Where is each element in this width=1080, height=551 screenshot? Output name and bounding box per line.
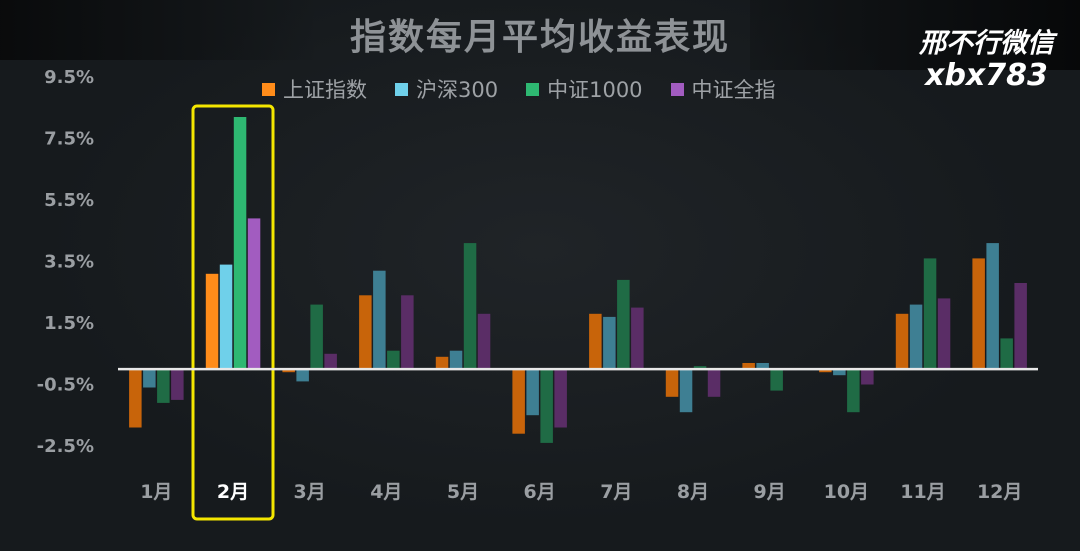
bar: [512, 369, 525, 434]
legend-item-hs300: 沪深300: [395, 74, 498, 104]
legend-item-shangzheng: 上证指数: [262, 74, 367, 104]
y-tick-label: 7.5%: [44, 129, 94, 150]
background-smudge-right: [750, 0, 1080, 70]
bar: [435, 356, 449, 370]
bar: [707, 369, 721, 397]
bar: [589, 313, 602, 370]
legend-swatch: [526, 82, 540, 96]
x-tick-label: 4月: [370, 481, 402, 503]
x-tick-label: 6月: [524, 481, 556, 503]
x-tick-label: 10月: [824, 481, 869, 503]
legend-label: 中证1000: [547, 78, 643, 102]
bar: [310, 304, 323, 370]
bar: [387, 350, 400, 370]
bar: [693, 366, 707, 370]
highlight-box: [191, 104, 275, 521]
bar: [219, 264, 233, 370]
x-tick-label: 3月: [294, 481, 326, 503]
bar: [157, 369, 170, 403]
bar: [665, 369, 679, 397]
y-tick-label: -0.5%: [37, 375, 94, 396]
y-tick-label: 5.5%: [44, 190, 94, 211]
bar: [247, 218, 261, 370]
y-tick-label: 9.5%: [44, 67, 94, 88]
bar: [129, 369, 142, 428]
bar: [833, 369, 846, 376]
bar: [463, 243, 477, 370]
bar: [373, 270, 386, 370]
bar: [770, 369, 783, 391]
bar: [359, 295, 372, 370]
legend-label: 中证全指: [691, 78, 776, 102]
x-tick-label: 9月: [754, 481, 786, 503]
bar: [631, 307, 644, 370]
bar: [923, 258, 937, 370]
legend-label: 沪深300: [416, 78, 499, 102]
x-tick-label: 11月: [900, 481, 945, 503]
watermark: 邢不行微信 xbx783: [919, 28, 1054, 92]
x-tick-label: 1月: [140, 481, 172, 503]
legend-item-zzqz: 中证全指: [670, 74, 776, 104]
chart-title: 指数每月平均收益表现: [349, 17, 730, 58]
bar: [819, 369, 832, 373]
bar: [1000, 338, 1013, 370]
bar: [679, 369, 693, 413]
bar: [617, 279, 630, 370]
bar: [401, 295, 414, 370]
x-tick-label: 12月: [977, 481, 1022, 503]
bar: [986, 243, 999, 370]
bar: [554, 369, 567, 428]
bar: [449, 350, 463, 370]
bar: [742, 363, 755, 370]
bar: [603, 316, 616, 370]
legend-item-zz1000: 中证1000: [526, 74, 643, 104]
bar: [756, 363, 769, 370]
bar: [296, 369, 309, 382]
bar: [1014, 283, 1027, 370]
bar: [477, 313, 491, 370]
legend-label: 上证指数: [283, 78, 367, 102]
bar: [526, 369, 539, 416]
background-smudge-left: [0, 0, 320, 60]
bar: [937, 298, 951, 370]
x-tick-label: 2月: [217, 481, 249, 503]
bar: [171, 369, 184, 400]
bar: [847, 369, 860, 413]
y-tick-label: -2.5%: [37, 436, 94, 457]
y-tick-label: 3.5%: [44, 252, 94, 273]
bar: [972, 258, 985, 370]
bar: [205, 273, 219, 370]
bar: [233, 117, 247, 370]
legend-swatch: [262, 82, 275, 96]
x-tick-label: 7月: [600, 481, 632, 503]
bar: [324, 353, 337, 370]
bar: [540, 369, 553, 443]
watermark-line2: xbx783: [925, 58, 1048, 93]
bar: [143, 369, 156, 388]
y-tick-label: 1.5%: [44, 313, 94, 334]
watermark-line1: 邢不行微信: [919, 28, 1054, 59]
bar: [861, 369, 874, 385]
legend-swatch: [395, 82, 408, 96]
chart-legend: 上证指数 沪深300 中证1000 中证全指: [262, 74, 776, 104]
x-tick-label: 8月: [677, 481, 709, 503]
bar: [895, 313, 909, 370]
x-tick-label: 5月: [447, 481, 479, 503]
bar: [909, 304, 923, 370]
legend-swatch: [670, 82, 684, 96]
bar: [282, 369, 295, 373]
